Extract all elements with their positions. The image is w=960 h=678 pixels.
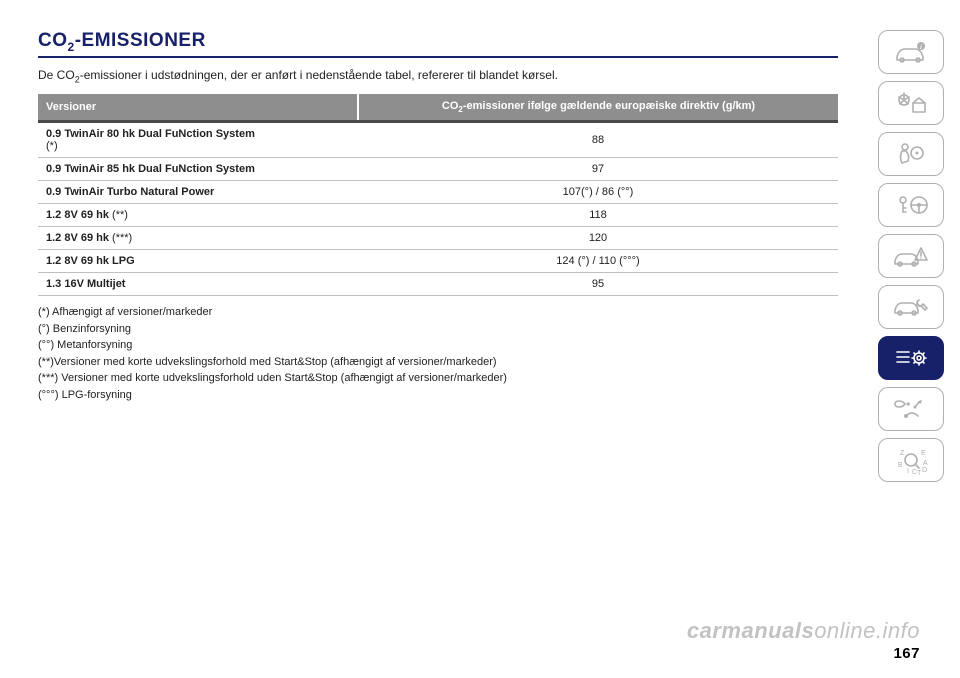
nav-safety[interactable]: [878, 132, 944, 176]
version-cell: 1.2 8V 69 hk (**): [38, 204, 358, 227]
intro-a: De CO: [38, 68, 75, 82]
car-info-icon: i: [891, 37, 931, 67]
nav-dashboard[interactable]: [878, 81, 944, 125]
header-value-b: -emissioner ifølge gældende europæiske d…: [463, 100, 755, 112]
car-warning-icon: [891, 241, 931, 271]
value-cell: 107(°) / 86 (°°): [358, 181, 838, 204]
value-cell: 118: [358, 204, 838, 227]
nav-maintenance[interactable]: [878, 285, 944, 329]
svg-text:I: I: [907, 468, 909, 475]
car-wrench-icon: [891, 292, 931, 322]
dashboard-icon: [891, 88, 931, 118]
title-sub: 2: [68, 40, 75, 54]
version-cell: 0.9 TwinAir 80 hk Dual FuNction System(*…: [38, 122, 358, 158]
intro-b: -emissioner i udstødningen, der er anfør…: [80, 68, 558, 82]
svg-text:B: B: [898, 462, 903, 469]
version-cell: 1.3 16V Multijet: [38, 273, 358, 296]
emissions-table: Versioner CO2-emissioner ifølge gældende…: [38, 94, 838, 296]
version-cell: 1.2 8V 69 hk (***): [38, 227, 358, 250]
watermark: carmanualsonline.info: [687, 618, 920, 644]
svg-text:T: T: [917, 470, 922, 475]
footnote-line: (*) Afhængigt af versioner/markeder: [38, 304, 838, 321]
nav-multimedia[interactable]: [878, 387, 944, 431]
table-row: 1.2 8V 69 hk (***)120: [38, 227, 838, 250]
footnote-line: (°) Benzinforsyning: [38, 321, 838, 338]
watermark-b: online.info: [814, 618, 920, 643]
multimedia-icon: [891, 394, 931, 424]
sidebar-nav: i: [878, 30, 944, 482]
table-row: 0.9 TwinAir 85 hk Dual FuNction System97: [38, 158, 838, 181]
table-row: 0.9 TwinAir Turbo Natural Power107(°) / …: [38, 181, 838, 204]
version-cell: 0.9 TwinAir 85 hk Dual FuNction System: [38, 158, 358, 181]
watermark-a: carmanuals: [687, 618, 814, 643]
key-wheel-icon: [891, 190, 931, 220]
table-row: 0.9 TwinAir 80 hk Dual FuNction System(*…: [38, 122, 838, 158]
airbag-icon: [891, 139, 931, 169]
list-gear-icon: [891, 343, 931, 373]
version-cell: 0.9 TwinAir Turbo Natural Power: [38, 181, 358, 204]
title-main: CO: [38, 30, 68, 51]
intro-text: De CO2-emissioner i udstødningen, der er…: [38, 68, 838, 84]
table-row: 1.2 8V 69 hk LPG124 (°) / 110 (°°°): [38, 250, 838, 273]
svg-text:A: A: [923, 460, 928, 467]
value-cell: 95: [358, 273, 838, 296]
table-header-row: Versioner CO2-emissioner ifølge gældende…: [38, 94, 838, 122]
nav-emergency[interactable]: [878, 234, 944, 278]
svg-text:E: E: [921, 450, 926, 457]
version-cell: 1.2 8V 69 hk LPG: [38, 250, 358, 273]
nav-index[interactable]: Z E B A I C D T: [878, 438, 944, 482]
table-row: 1.2 8V 69 hk (**)118: [38, 204, 838, 227]
value-cell: 124 (°) / 110 (°°°): [358, 250, 838, 273]
title-rest: -EMISSIONER: [75, 30, 206, 51]
header-value-a: CO: [442, 100, 459, 112]
table-row: 1.3 16V Multijet95: [38, 273, 838, 296]
svg-text:D: D: [922, 467, 927, 474]
footnotes: (*) Afhængigt af versioner/markeder(°) B…: [38, 304, 838, 403]
page-title: CO2-EMISSIONER: [38, 30, 838, 58]
value-cell: 97: [358, 158, 838, 181]
svg-text:Z: Z: [900, 450, 905, 457]
index-icon: Z E B A I C D T: [891, 445, 931, 475]
value-cell: 88: [358, 122, 838, 158]
footnote-line: (°°°) LPG-forsyning: [38, 387, 838, 404]
header-value: CO2-emissioner ifølge gældende europæisk…: [358, 94, 838, 122]
header-versions: Versioner: [38, 94, 358, 122]
footnote-line: (***) Versioner med korte udvekslingsfor…: [38, 370, 838, 387]
nav-technical-data[interactable]: [878, 336, 944, 380]
nav-driving[interactable]: [878, 183, 944, 227]
value-cell: 120: [358, 227, 838, 250]
page-content: CO2-EMISSIONER De CO2-emissioner i udstø…: [38, 30, 838, 403]
nav-vehicle-info[interactable]: i: [878, 30, 944, 74]
footnote-line: (°°) Metanforsyning: [38, 337, 838, 354]
page-number: 167: [893, 645, 920, 662]
footnote-line: (**)Versioner med korte udvekslingsforho…: [38, 354, 838, 371]
